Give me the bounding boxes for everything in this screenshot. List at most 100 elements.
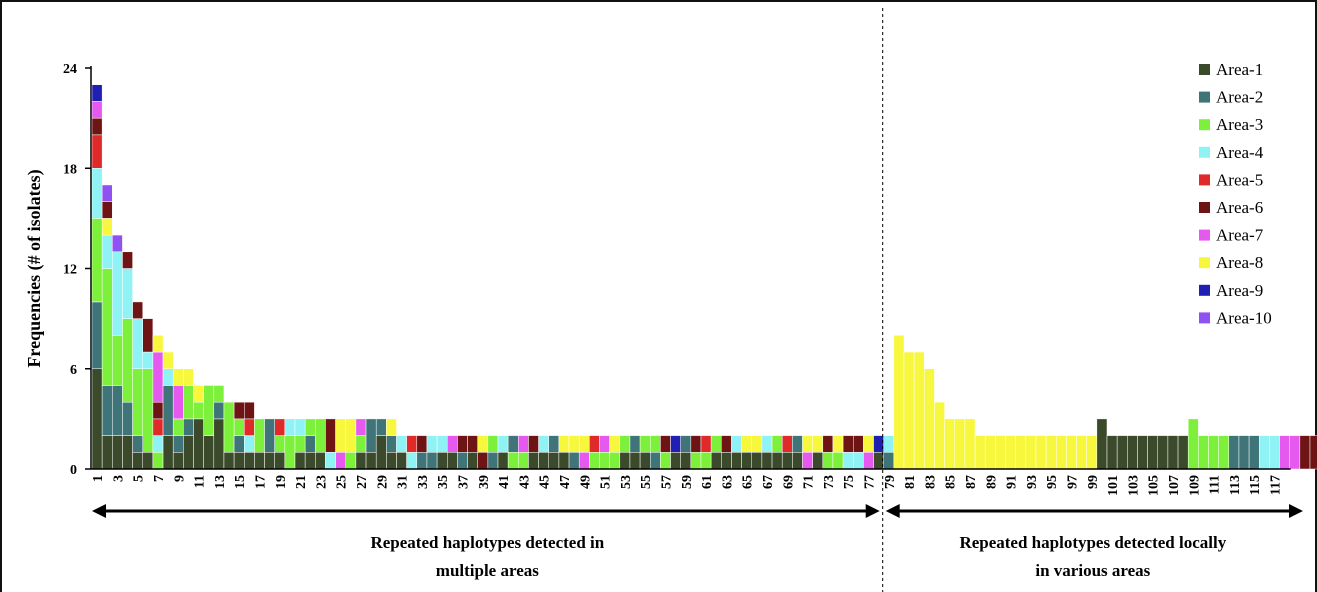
bar-segment <box>487 435 499 453</box>
bar-segment <box>1177 435 1189 470</box>
bar-segment <box>183 435 194 470</box>
bar-segment <box>558 452 570 470</box>
bar-segment <box>680 435 692 453</box>
x-tick-label: 117 <box>1268 475 1283 495</box>
bar-segment <box>193 418 204 470</box>
bar-segment <box>1116 435 1128 470</box>
bar-segment <box>1228 435 1240 470</box>
bar-segment <box>122 401 133 436</box>
bar-segment <box>639 452 651 470</box>
arrowhead-left <box>92 504 106 518</box>
bar-segment <box>680 452 692 470</box>
legend-label: Area-5 <box>1216 170 1263 189</box>
x-tick-label: 115 <box>1248 475 1263 495</box>
bar-segment <box>589 452 600 470</box>
bar-segment <box>436 435 448 453</box>
bar-segment <box>832 435 844 453</box>
bar-segment <box>315 418 326 453</box>
x-ticks: 1 3 5 7 9 11 13 15 17 19 21 23 25 27 29 31 33 35 37 39 41 43 4… <box>91 475 1283 496</box>
x-tick-label: 29 <box>375 475 390 489</box>
bar-segment <box>416 435 428 453</box>
x-tick-label: 113 <box>1228 475 1243 495</box>
x-tick-label: 65 <box>741 475 756 489</box>
x-tick-label: 95 <box>1045 475 1060 489</box>
bar-segment <box>294 418 306 436</box>
bar-segment <box>619 452 631 470</box>
bar-segment <box>304 452 316 470</box>
x-tick-label: 25 <box>335 475 350 489</box>
legend-label: Area-10 <box>1216 308 1272 327</box>
bar-segment <box>183 418 194 436</box>
legend: Area-1 Area-2 Area-3 Area-4 Area-5 Area-6 Area… <box>1199 60 1272 327</box>
axes-layer <box>90 66 1291 470</box>
bar-segment <box>152 351 164 403</box>
bar-segment <box>172 368 184 386</box>
bar-segment <box>507 452 519 470</box>
legend-swatch <box>1199 229 1210 241</box>
bar-segment <box>721 452 732 470</box>
bar-segment <box>406 435 418 453</box>
arrowhead-right <box>865 504 880 518</box>
bar-segment <box>670 435 681 453</box>
bar-segment <box>568 452 580 470</box>
arrowhead-right <box>1289 504 1303 518</box>
x-tick-label: 3 <box>111 475 126 482</box>
x-tick-label: 57 <box>659 475 674 489</box>
bar-segment <box>112 234 123 253</box>
bar-segment <box>162 351 174 369</box>
bar-segment <box>355 435 367 453</box>
bar-segment <box>812 435 824 453</box>
bar-segment <box>162 368 174 386</box>
bar-segment <box>1208 435 1219 470</box>
bar-segment <box>599 452 610 470</box>
bar-segment <box>183 368 194 386</box>
bar-segment <box>660 435 671 453</box>
bar-segment <box>233 401 245 420</box>
x-tick-label: 109 <box>1187 475 1202 496</box>
bar-segment <box>244 452 255 470</box>
x-tick-label: 63 <box>720 475 735 489</box>
bar-segment <box>396 452 407 470</box>
bar-segment <box>842 435 854 453</box>
bar-segment <box>812 452 824 470</box>
y-tick-label: 0 <box>70 463 77 478</box>
x-tick-label: 31 <box>396 475 411 489</box>
x-tick-label: 87 <box>964 475 979 489</box>
bar-segment <box>863 452 874 470</box>
bar-segment <box>497 435 509 453</box>
bar-segment <box>223 401 235 453</box>
y-tick-label: 12 <box>63 263 77 278</box>
x-tick-label: 111 <box>1208 475 1223 494</box>
bar-segment <box>304 435 316 453</box>
bar-segment <box>101 184 113 202</box>
bar-segment <box>152 335 164 353</box>
x-tick-label: 105 <box>1147 475 1162 496</box>
bar-segment <box>172 435 184 453</box>
bar-segment <box>792 452 803 470</box>
bar-segment <box>91 84 103 102</box>
bar-segment <box>112 385 123 436</box>
x-tick-label: 21 <box>294 475 309 489</box>
bar-segment <box>1147 435 1158 470</box>
bar-segment <box>1015 435 1027 470</box>
bar-segment <box>91 134 103 169</box>
bar-segment <box>91 101 103 119</box>
x-tick-label: 101 <box>1106 475 1121 496</box>
bar-segment <box>345 452 357 470</box>
bar-segment <box>132 368 144 436</box>
bar-segment <box>172 418 184 436</box>
x-tick-label: 15 <box>233 475 248 489</box>
bar-segment <box>670 452 681 470</box>
x-tick-label: 107 <box>1167 475 1182 496</box>
bar-segment <box>934 401 945 470</box>
bar-segment <box>1187 418 1199 470</box>
bar-segment <box>710 435 722 453</box>
bar-segment <box>1198 435 1209 470</box>
section-label-line2: in various areas <box>1035 561 1150 580</box>
bar-segment <box>193 385 204 403</box>
bar-segment <box>244 401 255 420</box>
bar-segment <box>254 418 265 453</box>
bar-segment <box>518 435 529 453</box>
bar-segment <box>386 435 397 453</box>
bar-segment <box>223 452 235 470</box>
